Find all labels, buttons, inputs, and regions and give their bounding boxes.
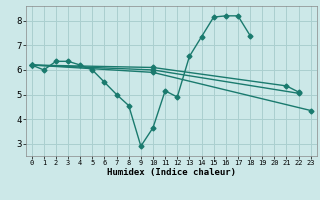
X-axis label: Humidex (Indice chaleur): Humidex (Indice chaleur) — [107, 168, 236, 177]
